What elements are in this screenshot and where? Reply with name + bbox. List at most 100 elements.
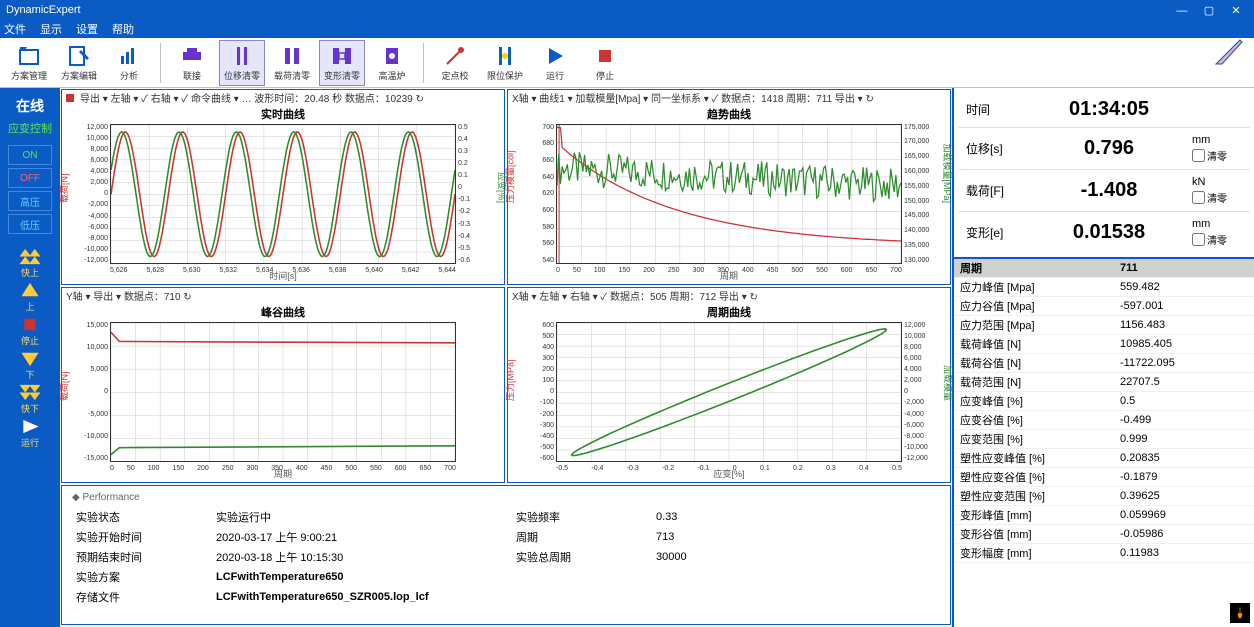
- fast-down-button[interactable]: 快下: [10, 383, 50, 415]
- maximize-button[interactable]: ▢: [1197, 4, 1221, 17]
- toolbar-label: 运行: [546, 69, 564, 82]
- menu-item[interactable]: 设置: [76, 21, 98, 37]
- readout-value: -1.408: [1026, 179, 1192, 202]
- scheme-manage-button[interactable]: 方案管理: [6, 40, 52, 86]
- data-table: 周期711应力峰值 [Mpa]559.482应力谷值 [Mpa]-597.001…: [954, 259, 1254, 563]
- connect-button[interactable]: 联接: [169, 40, 215, 86]
- main-area: 在线 应变控制 ONOFF高压低压 快上上停止下快下运行 导出 ▾ 左轴 ▾ ✓…: [0, 88, 1254, 627]
- menu-item[interactable]: 文件: [4, 21, 26, 37]
- load-zero-icon: [280, 44, 304, 68]
- perf-cell: 预期结束时间: [72, 547, 212, 567]
- chart-trend-title: 趋势曲线: [508, 106, 950, 122]
- data-row: 载荷峰值 [N]10985.405: [954, 335, 1254, 354]
- data-row: 应力峰值 [Mpa]559.482: [954, 278, 1254, 297]
- data-key: 变形谷值 [mm]: [954, 525, 1114, 544]
- run-icon: [543, 44, 567, 68]
- perf-cell: 2020-03-17 上午 9:00:21: [212, 527, 512, 547]
- data-key: 应变峰值 [%]: [954, 392, 1114, 411]
- data-row: 应变峰值 [%]0.5: [954, 392, 1254, 411]
- data-row: 周期711: [954, 259, 1254, 278]
- data-value: -11722.095: [1114, 354, 1254, 373]
- stop-icon: [593, 44, 617, 68]
- data-value: 1156.483: [1114, 316, 1254, 335]
- data-row: 塑性应变峰值 [%]0.20835: [954, 449, 1254, 468]
- data-key: 应变谷值 [%]: [954, 411, 1114, 430]
- close-button[interactable]: ✕: [1224, 4, 1248, 17]
- data-value: -0.05986: [1114, 525, 1254, 544]
- hightemp-button[interactable]: 高温炉: [369, 40, 415, 86]
- readout-row: 时间01:34:05: [958, 92, 1250, 128]
- zero-checkbox[interactable]: [1192, 149, 1205, 162]
- chart-cycle-toolbar[interactable]: X轴 ▾ 左轴 ▾ 右轴 ▾ ✓ 数据点：505 周期：712 导出 ▾ ↻: [508, 288, 950, 304]
- displacement-zero-icon: [230, 44, 254, 68]
- data-row: 塑性应变范围 [%]0.39625: [954, 487, 1254, 506]
- toolbar-label: 变形清零: [324, 69, 360, 82]
- stop-button[interactable]: 停止: [582, 40, 628, 86]
- stop-move-button[interactable]: 停止: [10, 315, 50, 347]
- run-button[interactable]: 运行: [532, 40, 578, 86]
- window-controls: — ▢ ✕: [1170, 4, 1248, 17]
- readout-label: 变形[e]: [966, 224, 1026, 241]
- point-calib-button[interactable]: 定点校: [432, 40, 478, 86]
- data-value: -0.1879: [1114, 468, 1254, 487]
- toolbar: 方案管理方案编辑分析联接位移清零 载荷清零 变形清零高温炉定点校 限位保护运行 停止: [0, 38, 1254, 88]
- perf-cell: 30000: [652, 547, 940, 567]
- chart-realtime-title: 实时曲线: [62, 106, 504, 122]
- analysis-icon: [117, 44, 141, 68]
- alert-icon[interactable]: [1230, 603, 1250, 623]
- chart-trend-toolbar[interactable]: X轴 ▾ 曲线1 ▾ 加载模量[Mpa] ▾ 同一坐标系 ▾ ✓ 数据点：141…: [508, 90, 950, 106]
- data-key: 应力范围 [Mpa]: [954, 316, 1114, 335]
- scheme-edit-button[interactable]: 方案编辑: [56, 40, 102, 86]
- limit-protect-button[interactable]: 限位保护: [482, 40, 528, 86]
- deform-zero-button[interactable]: 变形清零: [319, 40, 365, 86]
- data-value: 0.11983: [1114, 544, 1254, 563]
- data-row: 载荷范围 [N]22707.5: [954, 373, 1254, 392]
- play-button[interactable]: 运行: [10, 417, 50, 449]
- data-value: 10985.405: [1114, 335, 1254, 354]
- menu-item[interactable]: 显示: [40, 21, 62, 37]
- data-value: 0.20835: [1114, 449, 1254, 468]
- analysis-button[interactable]: 分析: [106, 40, 152, 86]
- limit-protect-icon: [493, 44, 517, 68]
- data-value: -597.001: [1114, 297, 1254, 316]
- toolbar-label: 位移清零: [224, 69, 260, 82]
- app-title: DynamicExpert: [6, 4, 81, 16]
- menu-item[interactable]: 帮助: [112, 21, 134, 37]
- down-button[interactable]: 下: [10, 349, 50, 381]
- chart-peakvalley-toolbar[interactable]: Y轴 ▾ 导出 ▾ 数据点：710 ↻: [62, 288, 504, 304]
- chart-realtime-toolbar[interactable]: 导出 ▾ 左轴 ▾ ✓ 右轴 ▾ ✓ 命令曲线 ▾ … 波形时间：20.48 秒…: [62, 90, 504, 106]
- perf-cell: 实验开始时间: [72, 527, 212, 547]
- zero-checkbox[interactable]: [1192, 233, 1205, 246]
- readout-row: 载荷[F]-1.408kN 清零: [958, 170, 1250, 212]
- perf-cell: 实验方案: [72, 567, 212, 587]
- up-button[interactable]: 上: [10, 281, 50, 313]
- data-table-panel: 周期711应力峰值 [Mpa]559.482应力谷值 [Mpa]-597.001…: [954, 259, 1254, 627]
- sidebar-arrow-label: 下: [25, 368, 34, 381]
- high-pressure-button[interactable]: 高压: [8, 191, 52, 211]
- perf-cell: 2020-03-18 上午 10:15:30: [212, 547, 512, 567]
- off-button[interactable]: OFF: [8, 168, 52, 188]
- toolbar-label: 停止: [596, 69, 614, 82]
- data-row: 应变谷值 [%]-0.499: [954, 411, 1254, 430]
- chart-realtime: 导出 ▾ 左轴 ▾ ✓ 右轴 ▾ ✓ 命令曲线 ▾ … 波形时间：20.48 秒…: [61, 89, 505, 285]
- zero-checkbox[interactable]: [1192, 191, 1205, 204]
- toolbar-label: 方案编辑: [61, 69, 97, 82]
- data-value: 0.5: [1114, 392, 1254, 411]
- readouts: 时间01:34:05位移[s]0.796mm 清零载荷[F]-1.408kN 清…: [954, 88, 1254, 259]
- data-key: 载荷范围 [N]: [954, 373, 1114, 392]
- load-zero-button[interactable]: 载荷清零: [269, 40, 315, 86]
- data-row: 应力谷值 [Mpa]-597.001: [954, 297, 1254, 316]
- toolbar-label: 定点校: [441, 69, 468, 82]
- chart-peakvalley: Y轴 ▾ 导出 ▾ 数据点：710 ↻ 峰谷曲线 周期载荷[N]05010015…: [61, 287, 505, 483]
- displacement-zero-button[interactable]: 位移清零: [219, 40, 265, 86]
- data-key: 变形幅度 [mm]: [954, 544, 1114, 563]
- low-pressure-button[interactable]: 低压: [8, 214, 52, 234]
- minimize-button[interactable]: —: [1170, 5, 1194, 17]
- fast-up-button[interactable]: 快上: [10, 247, 50, 279]
- toolbar-label: 载荷清零: [274, 69, 310, 82]
- data-value: 711: [1114, 259, 1254, 278]
- app-logo-icon: [1212, 34, 1246, 71]
- on-button[interactable]: ON: [8, 145, 52, 165]
- perf-cell: LCFwithTemperature650_SZR005.lop_lcf: [212, 587, 512, 607]
- data-key: 塑性应变峰值 [%]: [954, 449, 1114, 468]
